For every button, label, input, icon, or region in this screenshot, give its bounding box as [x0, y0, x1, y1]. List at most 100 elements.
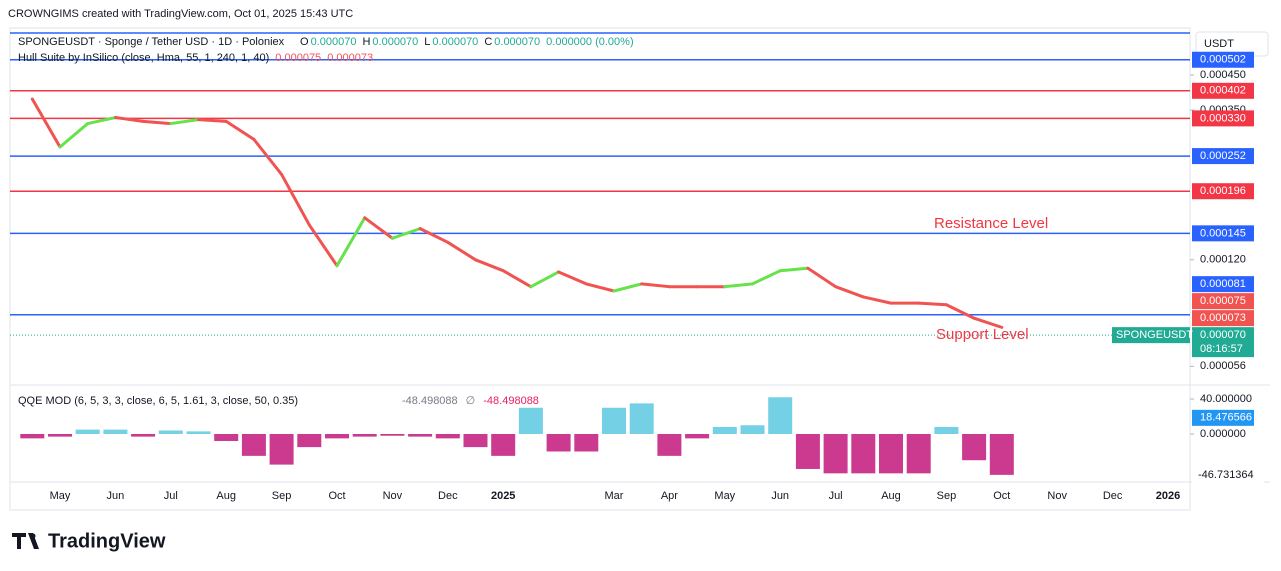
qqe-bar [574, 433, 599, 452]
qqe-bar [75, 429, 100, 434]
x-tick-label: Mar [605, 490, 624, 502]
x-tick-label: Aug [881, 490, 901, 502]
qqe-line-box [1192, 409, 1254, 426]
hma-segment [917, 301, 948, 307]
price-label-box [1192, 225, 1254, 242]
credit: CROWNGIMS created with TradingView.com, … [8, 8, 353, 20]
ohlc-key: C [484, 36, 492, 48]
qqe-readout: ∅ [466, 395, 476, 407]
x-tick-label: Apr [661, 490, 678, 502]
price-label-box [1192, 276, 1254, 293]
qqe-bar [269, 433, 294, 465]
price-label: 0.000145 [1200, 227, 1246, 239]
hma-segment [446, 240, 477, 262]
hma-segment [944, 303, 976, 320]
x-tick-label: Jul [829, 490, 843, 502]
qqe-bar [131, 433, 156, 437]
hma-segment [390, 227, 422, 240]
price-label-box [1192, 310, 1254, 327]
y2-tick-label: 0.000000 [1200, 428, 1246, 440]
qqe-bar [962, 433, 987, 461]
price-label: 0.000252 [1200, 150, 1246, 162]
qqe-bar [879, 433, 903, 474]
hma-segment [751, 269, 782, 286]
price-label: 0.000196 [1200, 185, 1246, 197]
qqe-bar [491, 433, 516, 456]
hma-readout: 0.000075 [275, 52, 321, 64]
hma-segment [474, 258, 505, 273]
x-tick-label: Sep [937, 490, 957, 502]
ohlc-key: H [362, 36, 370, 48]
y-tick-label: 0.000450 [1200, 69, 1246, 81]
price-label-box [1192, 327, 1254, 358]
qqe-bar [380, 433, 405, 436]
qqe-bar [934, 426, 959, 434]
qqe-title: QQE MOD (6, 5, 3, 3, close, 6, 5, 1.61, … [18, 395, 298, 407]
x-tick-label: May [714, 490, 735, 502]
qqe-bar [241, 433, 266, 456]
qqe-readout: -48.498088 [483, 395, 539, 407]
hma-segment [141, 119, 173, 126]
x-tick-label: Nov [1047, 490, 1067, 502]
hma-segment [30, 97, 62, 149]
price-pane [10, 32, 1190, 336]
symbol-tag-label: SPONGEUSDT [1116, 329, 1193, 341]
qqe-bar [851, 433, 876, 474]
hma-segment [418, 227, 450, 244]
qqe-bar [158, 430, 183, 434]
qqe-bar [989, 433, 1014, 475]
price-label: 0.000073 [1200, 312, 1246, 324]
price-label-box [1192, 293, 1254, 310]
qqe-bar [740, 425, 765, 434]
brand: TradingView [48, 530, 166, 552]
hma-segment [307, 223, 339, 268]
hma-segment [778, 266, 810, 273]
countdown: 08:16:57 [1200, 343, 1243, 355]
symbol-tag [1112, 327, 1190, 344]
x-tick-label: Dec [1103, 490, 1123, 502]
symbol: SPONGEUSDT · Sponge / Tether USD · 1D · … [18, 36, 285, 48]
ohlc-key: O [300, 36, 309, 48]
y-tick-label: 0.000056 [1200, 360, 1246, 372]
qqe-bar [463, 433, 488, 448]
brand-logo: TradingView [12, 530, 166, 552]
price-label-box [1192, 51, 1254, 68]
qqe-last-label: -46.731364 [1198, 469, 1254, 481]
hma-segment [113, 116, 145, 123]
qqe-bar [325, 433, 349, 439]
hma-segment [834, 285, 865, 299]
hma-segment [584, 282, 616, 293]
price-label: 0.000502 [1200, 54, 1246, 66]
qqe-bar [435, 433, 460, 439]
qqe-bar [352, 433, 377, 437]
hma-readout: 0.000073 [327, 52, 373, 64]
currency: USDT [1204, 38, 1234, 50]
qqe-bar [685, 433, 710, 439]
qqe-bar [906, 433, 931, 474]
qqe-line-label: 18.476566 [1200, 412, 1252, 424]
qqe-bar [48, 433, 72, 437]
hma-segment [557, 270, 588, 286]
logo-dot [30, 533, 36, 539]
hma-segment [529, 270, 561, 289]
qqe-bar [629, 403, 654, 434]
ohlc-value: 0.000070 [372, 36, 418, 48]
hma-segment [280, 172, 311, 227]
qqe-last-box [1192, 466, 1264, 483]
annotation: Support Level [936, 326, 1029, 343]
change: 0.000000 (0.00%) [546, 36, 633, 48]
y-tick-label: 0.000120 [1200, 254, 1246, 266]
hma-segment [806, 266, 838, 289]
hma-segment [861, 295, 893, 305]
qqe-bar [657, 433, 682, 456]
qqe-bar [518, 407, 543, 434]
ohlc-value: 0.000070 [494, 36, 540, 48]
hma-segment [501, 269, 533, 289]
hma-segment [224, 119, 256, 141]
x-tick-label: Oct [328, 490, 345, 502]
x-tick-label: May [50, 490, 71, 502]
x-tick-label: Dec [438, 490, 458, 502]
indicator-title: Hull Suite by InSilico (close, Hma, 55, … [18, 52, 269, 64]
x-tick-label: Oct [993, 490, 1010, 502]
